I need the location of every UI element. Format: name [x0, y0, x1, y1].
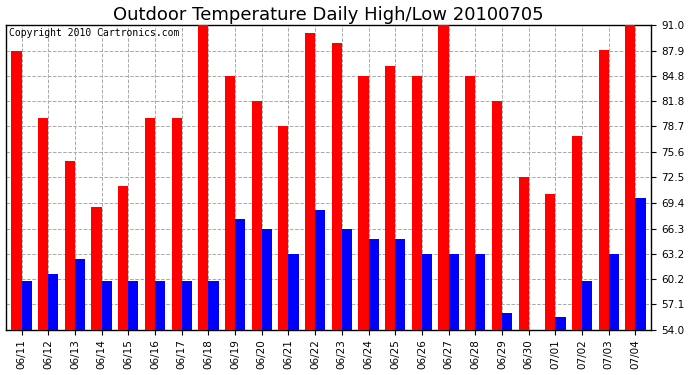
Bar — [368, 239, 379, 330]
Bar — [198, 18, 208, 330]
Bar — [155, 281, 165, 330]
Bar — [128, 281, 139, 330]
Bar — [278, 126, 288, 330]
Bar — [519, 177, 529, 330]
Bar — [288, 254, 299, 330]
Bar — [502, 314, 512, 330]
Bar — [305, 33, 315, 330]
Bar — [38, 118, 48, 330]
Text: Copyright 2010 Cartronics.com: Copyright 2010 Cartronics.com — [9, 28, 179, 38]
Bar — [572, 136, 582, 330]
Bar — [545, 194, 555, 330]
Bar — [145, 118, 155, 330]
Bar — [92, 207, 101, 330]
Bar — [582, 281, 592, 330]
Bar — [208, 281, 219, 330]
Bar — [555, 318, 566, 330]
Bar — [492, 101, 502, 330]
Bar — [101, 281, 112, 330]
Bar — [225, 76, 235, 330]
Bar — [625, 25, 635, 330]
Bar — [599, 50, 609, 330]
Bar — [315, 210, 325, 330]
Bar — [172, 118, 181, 330]
Bar — [412, 76, 422, 330]
Bar — [12, 51, 21, 330]
Bar — [252, 101, 262, 330]
Bar — [262, 228, 272, 330]
Bar — [342, 228, 352, 330]
Bar — [118, 186, 128, 330]
Bar — [448, 254, 459, 330]
Bar — [438, 25, 449, 330]
Bar — [75, 259, 85, 330]
Bar — [48, 274, 59, 330]
Bar — [395, 239, 406, 330]
Bar — [332, 43, 342, 330]
Bar — [422, 254, 432, 330]
Bar — [475, 254, 486, 330]
Bar — [235, 219, 245, 330]
Bar — [635, 198, 646, 330]
Bar — [465, 76, 475, 330]
Bar — [609, 254, 619, 330]
Bar — [21, 281, 32, 330]
Title: Outdoor Temperature Daily High/Low 20100705: Outdoor Temperature Daily High/Low 20100… — [113, 6, 544, 24]
Bar — [181, 281, 192, 330]
Bar — [385, 66, 395, 330]
Bar — [358, 76, 368, 330]
Bar — [65, 161, 75, 330]
